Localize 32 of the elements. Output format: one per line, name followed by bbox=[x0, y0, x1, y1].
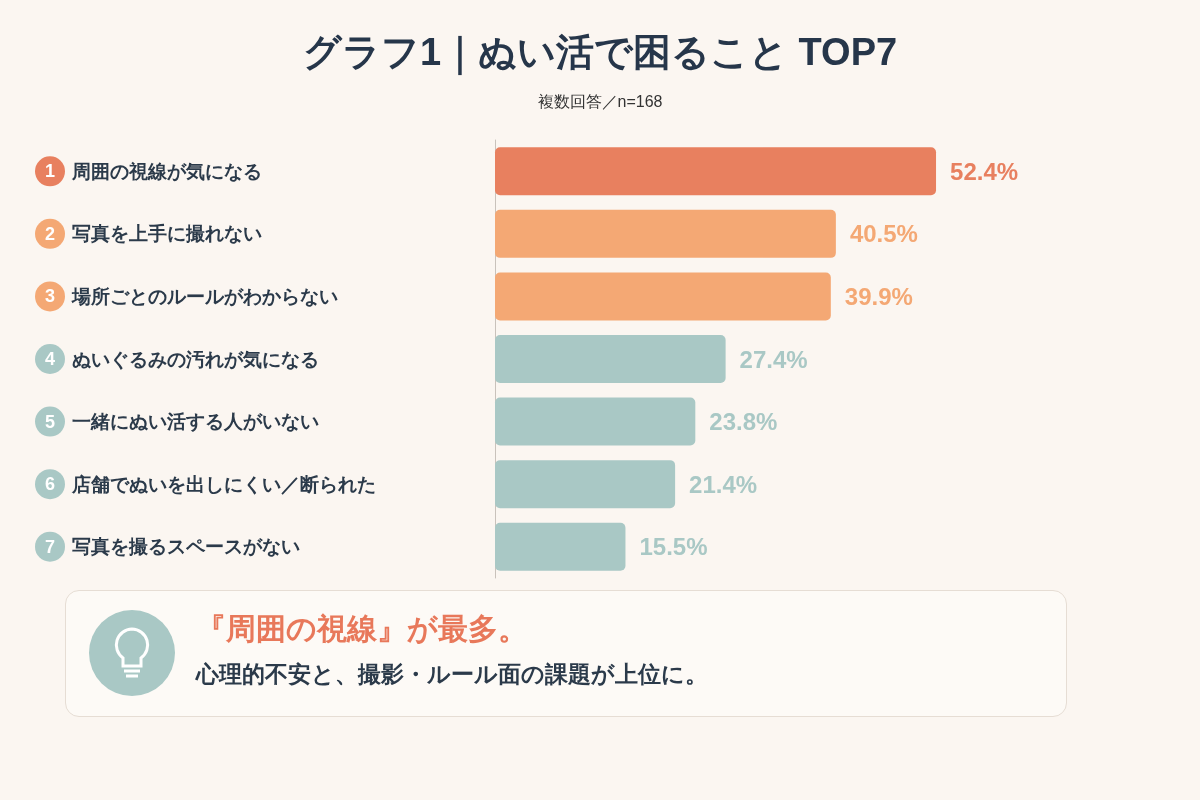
data-label: 27.4% bbox=[739, 345, 808, 373]
data-label: 52.4% bbox=[950, 157, 1019, 185]
bar bbox=[495, 272, 831, 321]
y-tick-label: 写真を撮るスペースがない bbox=[71, 536, 300, 558]
bar bbox=[495, 209, 836, 258]
data-label: 39.9% bbox=[844, 282, 913, 310]
y-tick-label: ぬいぐるみの汚れが気になる bbox=[71, 348, 319, 370]
text: 1 bbox=[44, 161, 56, 182]
data-label: 15.5% bbox=[639, 533, 708, 561]
chart-title: グラフ1｜ぬい活で困ること TOP7 bbox=[302, 31, 898, 76]
data-label: 40.5% bbox=[849, 220, 918, 248]
text: 3 bbox=[44, 286, 56, 307]
y-tick-label: 一緒にぬい活する人がいない bbox=[71, 411, 319, 433]
y-tick-label: 場所ごとのルールがわからない bbox=[70, 285, 338, 307]
text: 7 bbox=[44, 536, 56, 557]
bar bbox=[495, 147, 937, 196]
chart-subtitle: 複数回答／n=168 bbox=[537, 92, 663, 110]
bar bbox=[495, 460, 676, 509]
data-label: 23.8% bbox=[709, 408, 778, 436]
y-tick-label: 店舗でぬいを出しにくい／断られた bbox=[70, 473, 376, 495]
y-tick-label: 周囲の視線が気になる bbox=[70, 160, 262, 182]
bar bbox=[495, 397, 696, 446]
text: 心理的不安と、撮影・ルール面の課題が上位に。 bbox=[196, 660, 708, 689]
text: 2 bbox=[44, 223, 56, 244]
text: 4 bbox=[44, 349, 56, 369]
data-label: 21.4% bbox=[689, 470, 758, 498]
bar bbox=[495, 522, 626, 571]
text: 『周囲の視線』が最多。 bbox=[196, 610, 528, 648]
y-tick-label: 写真を上手に撮れない bbox=[71, 223, 262, 245]
bar bbox=[495, 335, 726, 383]
text: 6 bbox=[44, 474, 56, 495]
text: 5 bbox=[44, 411, 56, 432]
